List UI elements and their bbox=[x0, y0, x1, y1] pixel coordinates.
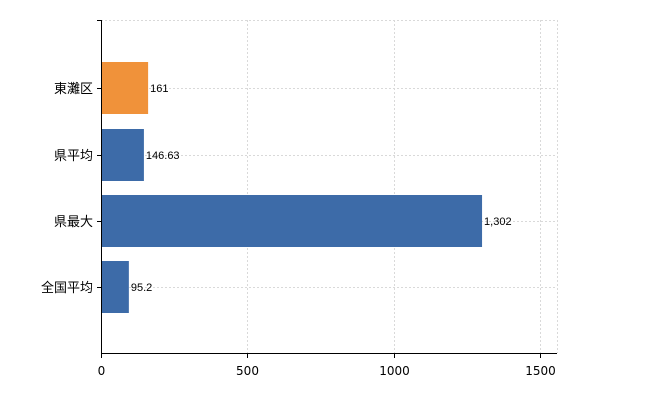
data-label-3: 95.2 bbox=[131, 282, 152, 294]
bar-1 bbox=[102, 129, 144, 181]
data-label-0: 161 bbox=[150, 83, 168, 95]
axis-layer bbox=[97, 20, 557, 358]
bar-3 bbox=[102, 261, 129, 313]
category-label-3: 全国平均 bbox=[41, 280, 93, 296]
bar-0 bbox=[102, 62, 149, 114]
x-tick-label-1: 500 bbox=[236, 364, 259, 378]
bar-layer bbox=[102, 62, 483, 313]
data-label-1: 146.63 bbox=[146, 150, 180, 162]
data-label-2: 1,302 bbox=[484, 216, 512, 228]
x-tick-label-3: 1500 bbox=[525, 364, 556, 378]
x-tick-label-0: 0 bbox=[98, 364, 106, 378]
category-label-1: 県平均 bbox=[54, 149, 93, 164]
category-label-2: 県最大 bbox=[54, 215, 93, 230]
x-tick-label-2: 1000 bbox=[379, 364, 410, 378]
bar-2 bbox=[102, 195, 483, 247]
label-layer: 161 東灘区 146.63 県平均 1,302 県最大 95.2 全国平均 0 500 1000 1… bbox=[41, 81, 556, 378]
category-label-0: 東灘区 bbox=[54, 81, 93, 97]
grid-layer bbox=[101, 20, 558, 353]
